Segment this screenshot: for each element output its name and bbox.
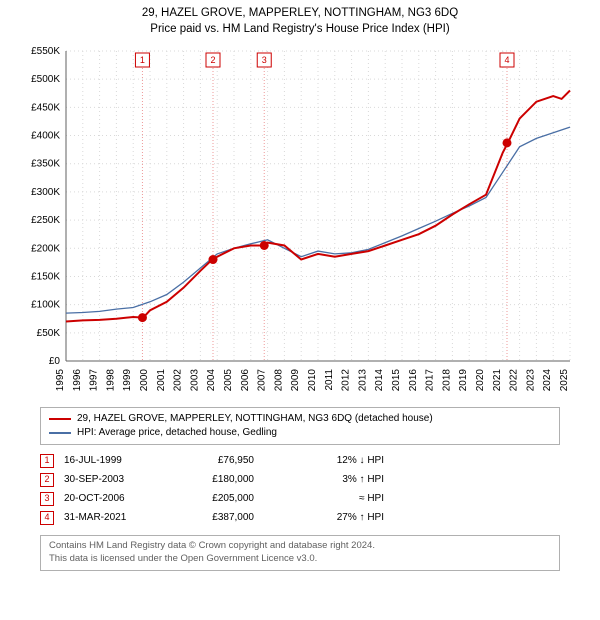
x-axis-tick-label: 2014	[374, 369, 385, 392]
x-axis-tick-label: 2007	[257, 369, 268, 392]
x-axis-tick-label: 2019	[458, 369, 469, 392]
x-axis-tick-label: 1999	[122, 369, 133, 392]
legend-label: 29, HAZEL GROVE, MAPPERLEY, NOTTINGHAM, …	[77, 412, 433, 426]
y-axis-tick-label: £150K	[31, 271, 60, 282]
y-axis-tick-label: £500K	[31, 74, 60, 85]
sale-marker-box: 4	[40, 511, 54, 525]
page: 29, HAZEL GROVE, MAPPERLEY, NOTTINGHAM, …	[0, 0, 600, 620]
sale-delta: ≈ HPI	[284, 489, 384, 508]
x-axis-tick-label: 2020	[475, 369, 486, 392]
footer-line-2: This data is licensed under the Open Gov…	[49, 553, 551, 566]
sale-point	[260, 241, 269, 250]
x-axis-tick-label: 1996	[72, 369, 83, 392]
x-axis-tick-label: 2005	[223, 369, 234, 392]
sales-table: 1 16-JUL-1999 £76,950 12% ↓ HPI 2 30-SEP-2003…	[40, 451, 560, 527]
legend: 29, HAZEL GROVE, MAPPERLEY, NOTTINGHAM, …	[40, 407, 560, 445]
table-row: 1 16-JUL-1999 £76,950 12% ↓ HPI	[40, 451, 560, 470]
x-axis-tick-label: 2006	[240, 369, 251, 392]
sale-label-number: 1	[140, 55, 145, 65]
chart-title-sub: Price paid vs. HM Land Registry's House …	[142, 22, 458, 38]
sale-price: £387,000	[174, 508, 274, 527]
x-axis-tick-label: 2023	[525, 369, 536, 392]
x-axis-tick-label: 2011	[324, 369, 335, 391]
chart-title-main: 29, HAZEL GROVE, MAPPERLEY, NOTTINGHAM, …	[142, 6, 458, 22]
x-axis-tick-label: 2025	[559, 369, 570, 392]
sale-marker-box: 3	[40, 492, 54, 506]
chart-svg: £0 £50K £100K £150K £200K £250K £300K £350K £400…	[20, 41, 580, 401]
sale-date: 30-SEP-2003	[64, 470, 164, 489]
sale-label-number: 3	[262, 55, 267, 65]
x-axis-tick-label: 2008	[273, 369, 284, 392]
table-row: 3 20-OCT-2006 £205,000 ≈ HPI	[40, 489, 560, 508]
footer-line-1: Contains HM Land Registry data © Crown c…	[49, 540, 551, 553]
y-axis-tick-label: £0	[49, 356, 61, 367]
x-axis-tick-label: 2012	[341, 369, 352, 392]
legend-row: HPI: Average price, detached house, Gedl…	[49, 426, 551, 440]
series-property	[66, 91, 570, 322]
x-axis-tick-label: 2010	[307, 369, 318, 392]
sale-date: 31-MAR-2021	[64, 508, 164, 527]
y-axis-tick-label: £200K	[31, 243, 60, 254]
sale-delta: 27% ↑ HPI	[284, 508, 384, 527]
sale-price: £180,000	[174, 470, 274, 489]
x-axis-tick-label: 2018	[441, 369, 452, 392]
y-axis-tick-label: £100K	[31, 300, 60, 311]
y-axis-tick-label: £350K	[31, 159, 60, 170]
legend-label: HPI: Average price, detached house, Gedl…	[77, 426, 277, 440]
y-axis-tick-label: £250K	[31, 215, 60, 226]
sale-label-number: 4	[504, 55, 509, 65]
legend-swatch	[49, 432, 71, 434]
x-axis-tick-label: 2024	[542, 369, 553, 392]
y-axis-tick-label: £400K	[31, 131, 60, 142]
titles: 29, HAZEL GROVE, MAPPERLEY, NOTTINGHAM, …	[142, 6, 458, 37]
x-axis-tick-label: 1997	[89, 369, 100, 392]
x-axis-tick-label: 2022	[509, 369, 520, 392]
y-axis-tick-label: £300K	[31, 187, 60, 198]
sale-price: £76,950	[174, 451, 274, 470]
legend-row: 29, HAZEL GROVE, MAPPERLEY, NOTTINGHAM, …	[49, 412, 551, 426]
legend-swatch	[49, 418, 71, 420]
sale-marker-box: 1	[40, 454, 54, 468]
y-axis-tick-label: £550K	[31, 46, 60, 57]
x-axis-tick-label: 2015	[391, 369, 402, 392]
sale-marker-box: 2	[40, 473, 54, 487]
y-axis-tick-label: £50K	[37, 328, 61, 339]
footer: Contains HM Land Registry data © Crown c…	[40, 535, 560, 571]
x-axis-tick-label: 2002	[173, 369, 184, 392]
sale-label-number: 2	[210, 55, 215, 65]
x-axis-tick-label: 2009	[290, 369, 301, 392]
sale-price: £205,000	[174, 489, 274, 508]
sale-delta: 3% ↑ HPI	[284, 470, 384, 489]
x-axis-tick-label: 1998	[105, 369, 116, 392]
sale-point	[503, 138, 512, 147]
chart: £0 £50K £100K £150K £200K £250K £300K £350K £400…	[20, 41, 580, 401]
x-axis-tick-label: 2001	[156, 369, 167, 392]
x-axis-tick-label: 2004	[206, 369, 217, 392]
y-axis-tick-label: £450K	[31, 102, 60, 113]
x-axis-tick-label: 2003	[189, 369, 200, 392]
x-axis-tick-label: 1995	[55, 369, 66, 392]
x-axis-tick-label: 2013	[357, 369, 368, 392]
table-row: 4 31-MAR-2021 £387,000 27% ↑ HPI	[40, 508, 560, 527]
x-axis-tick-label: 2021	[492, 369, 503, 392]
sale-date: 20-OCT-2006	[64, 489, 164, 508]
sale-date: 16-JUL-1999	[64, 451, 164, 470]
x-axis-tick-label: 2000	[139, 369, 150, 392]
sale-point	[209, 255, 218, 264]
sale-point	[138, 313, 147, 322]
x-axis-tick-label: 2017	[425, 369, 436, 392]
x-axis-tick-label: 2016	[408, 369, 419, 392]
table-row: 2 30-SEP-2003 £180,000 3% ↑ HPI	[40, 470, 560, 489]
sale-delta: 12% ↓ HPI	[284, 451, 384, 470]
